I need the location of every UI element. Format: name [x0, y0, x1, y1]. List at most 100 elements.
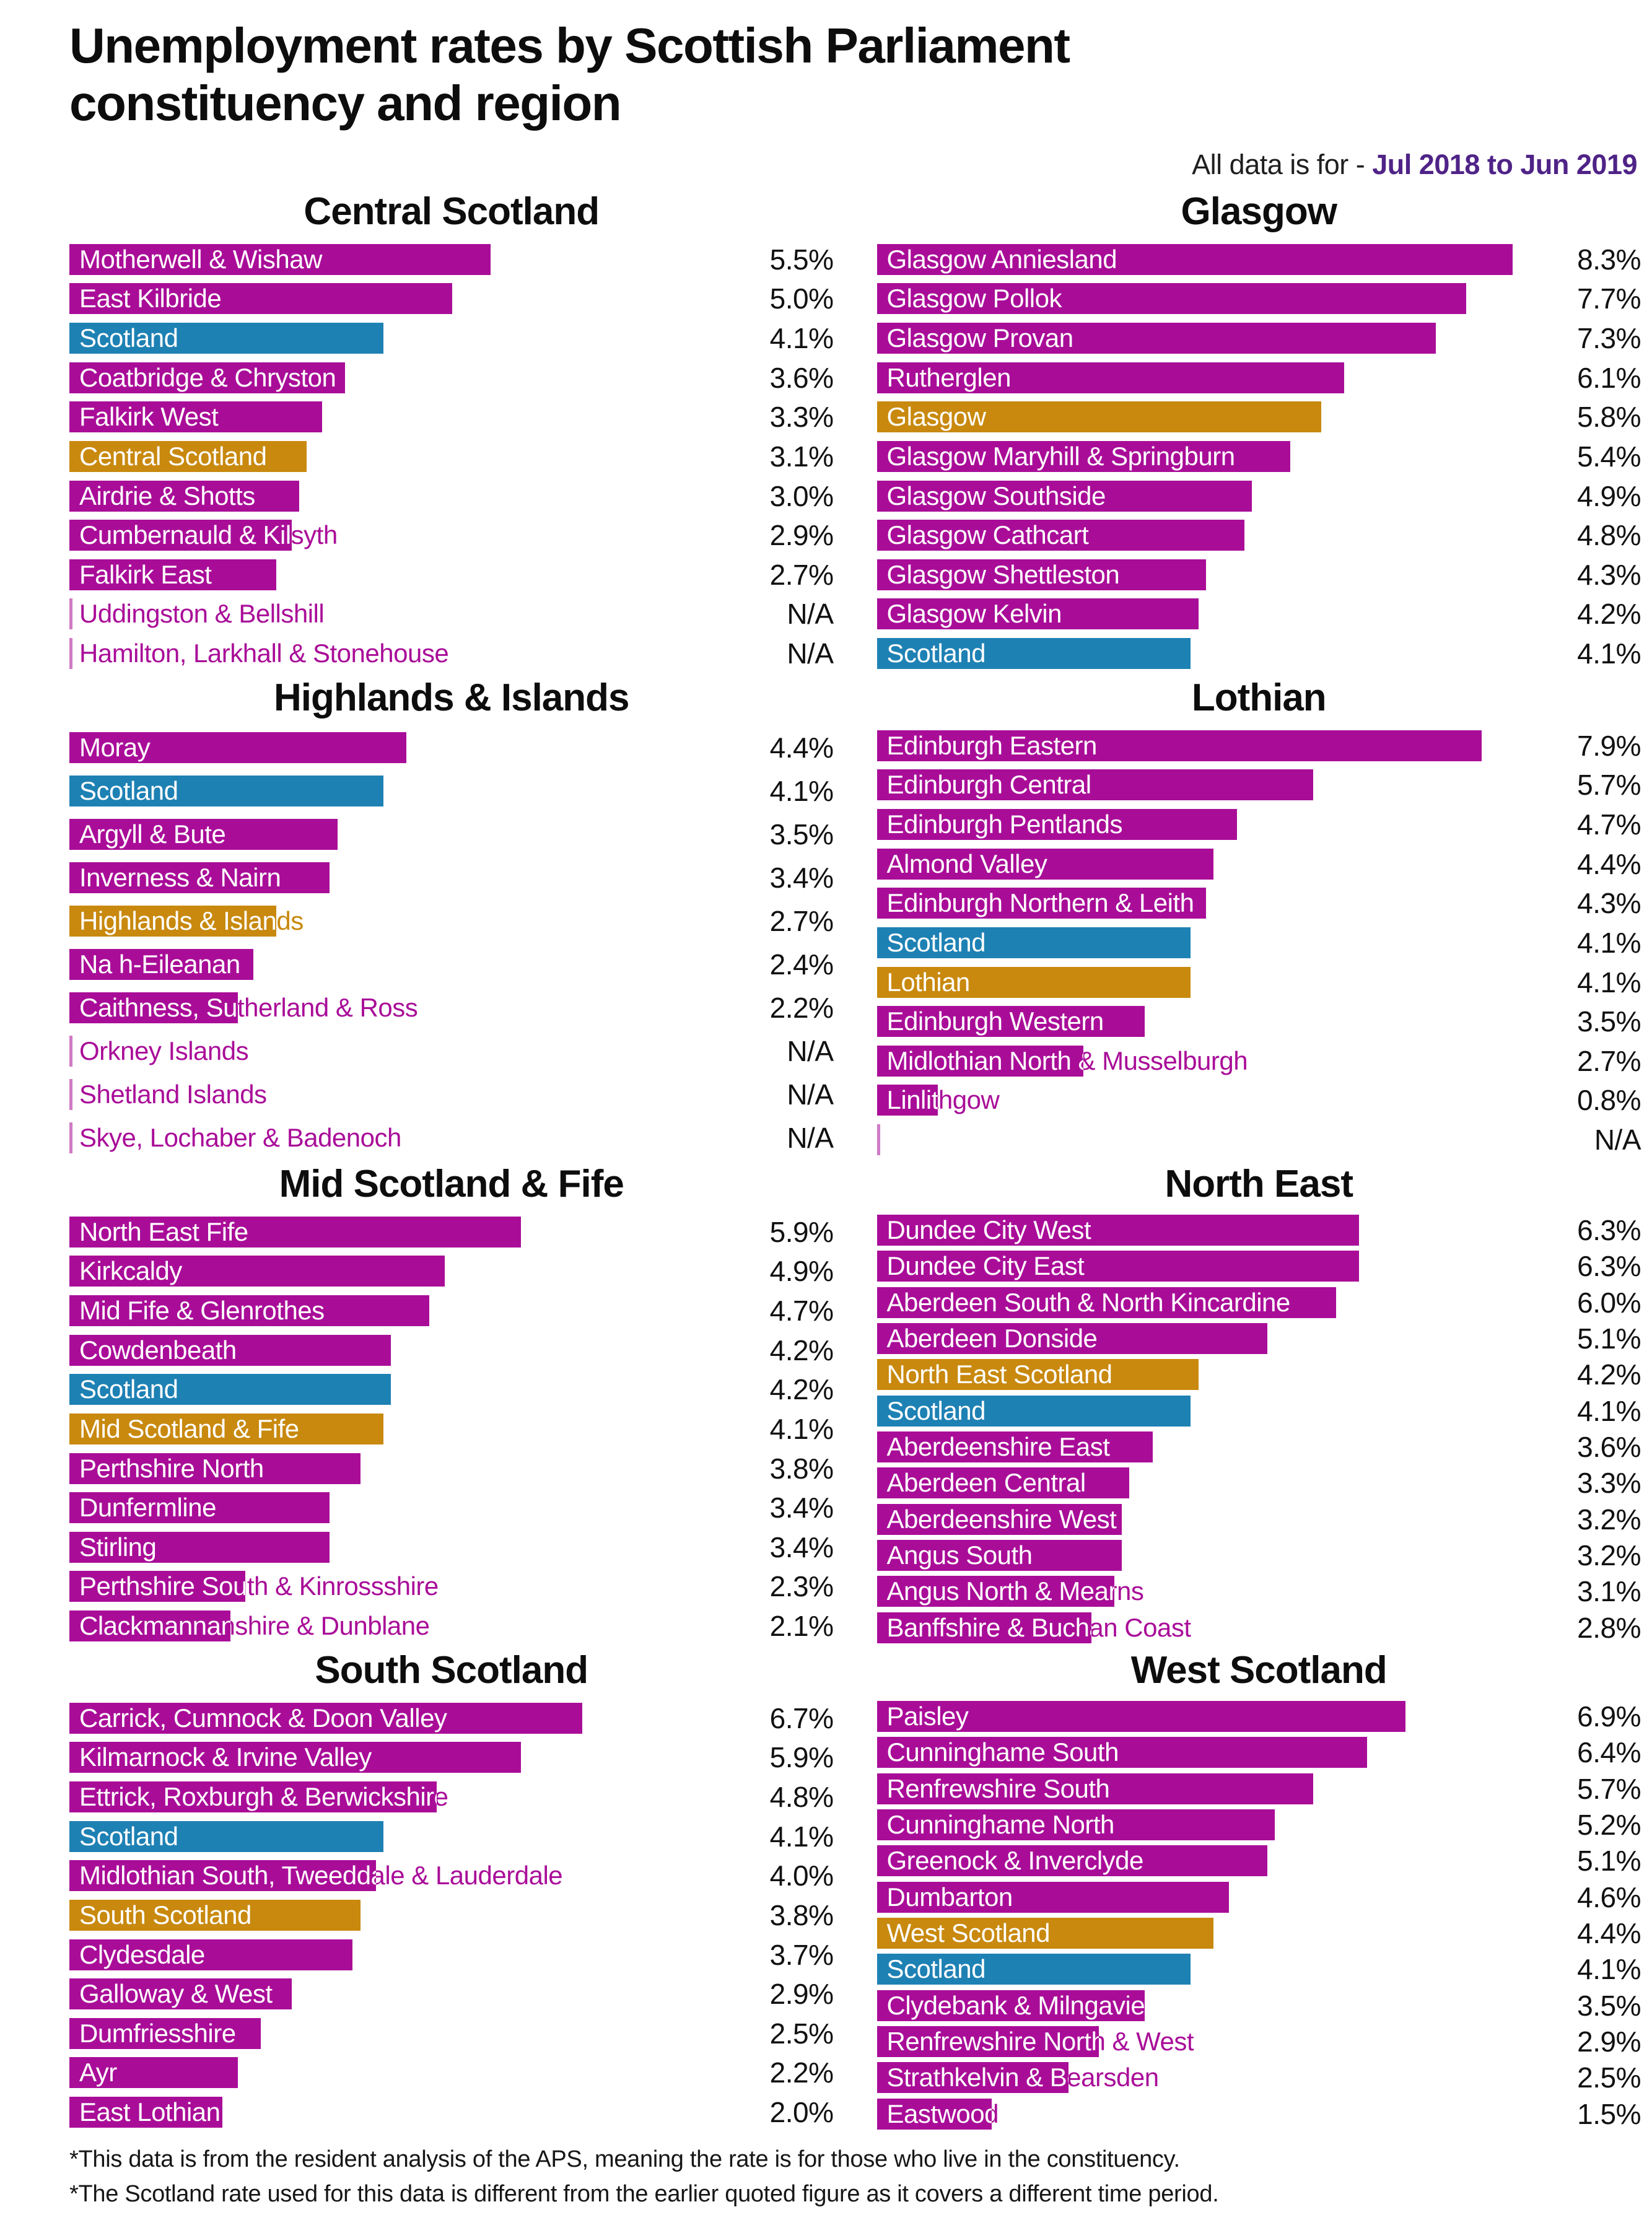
bar-label: East Kilbride [79, 284, 222, 313]
bar-label: Edinburgh Eastern [886, 730, 1098, 760]
panel-title: Glasgow [1181, 190, 1337, 233]
bar: Cowdenbeath [69, 1334, 391, 1366]
header: Unemployment rates by Scottish Parliamen… [69, 17, 1641, 190]
bar-track: Falkirk WestFalkirk West [69, 401, 713, 433]
bar-row: Hamilton, Larkhall & Stonehouse Hamilton,… [69, 637, 834, 670]
bar-label: Clydesdale [79, 1939, 205, 1969]
bar-label: Glasgow Pollok [886, 284, 1062, 313]
page-title-line-2: constituency and region [69, 75, 622, 131]
bar-label: Clydebank & Milngavie [886, 1990, 1145, 2020]
bar: East Kilbride [69, 283, 453, 315]
bar-rows: Motherwell & WishawMotherwell & Wishaw 5.… [69, 240, 834, 673]
bar-row: Glasgow SouthsideGlasgow Southside 4.9% [876, 479, 1641, 513]
bar-label-overflow: Uddingston & Bellshill [79, 599, 325, 629]
value-label: 4.1% [769, 1412, 834, 1445]
value-label: 3.2% [1577, 1539, 1641, 1572]
bar: Mid Scotland & Fife [69, 1413, 383, 1444]
bar: Glasgow Pollok [876, 283, 1467, 315]
bar-row: Motherwell & WishawMotherwell & Wishaw 5.… [69, 243, 834, 276]
bar: Cunninghame North [876, 1809, 1275, 1841]
bar-track: Glasgow ShettlestonGlasgow Shettleston [876, 559, 1521, 590]
bar: Lothian [876, 966, 1191, 998]
bar-row: Clackmannanshire & DunblaneClackmannansh… [69, 1609, 834, 1643]
value-label: 2.0% [769, 2096, 834, 2129]
bar: Clydebank & Milngavie [876, 1990, 1145, 2021]
bar-track: Skye, Lochaber & Badenoch Skye, Lochaber … [69, 1122, 713, 1153]
value-label: 6.1% [1577, 361, 1641, 394]
bar-track: ClydesdaleClydesdale [69, 1939, 713, 1970]
value-label: 2.9% [769, 519, 834, 552]
bar-row: ScotlandScotland 4.1% [876, 637, 1641, 670]
bar-label-overflow: Shetland Islands [79, 1080, 267, 1109]
bar-rows: PaisleyPaisley6.9%Cunninghame SouthCunni… [876, 1698, 1641, 2132]
bar-row: ScotlandScotland 4.1% [876, 926, 1641, 959]
bar-rows: MorayMoray 4.4% ScotlandScotland 4.1% Argyll… [69, 726, 834, 1160]
bar-row: Edinburgh CentralEdinburgh Central 5.7% [876, 768, 1641, 802]
value-label: N/A [787, 637, 834, 670]
bar-label: Argyll & Bute [79, 819, 226, 849]
bar: South Scotland [69, 1899, 361, 1931]
bar-track: Aberdeen CentralAberdeen Central [876, 1467, 1521, 1499]
bar-row: Angus North & MearnsAngus North & Mearns… [876, 1575, 1641, 1608]
value-label: 3.2% [1577, 1503, 1641, 1536]
bar: Scotland [876, 1395, 1191, 1427]
bar-track: ScotlandScotland [69, 776, 713, 806]
bar-track: Aberdeenshire WestAberdeenshire West [876, 1503, 1521, 1535]
bar-row: Almond ValleyAlmond Valley 4.4% [876, 847, 1641, 881]
bar-row: ScotlandScotland 4.1% [69, 1820, 834, 1853]
bar-label: Perthshire South & Kinrossshire [79, 1571, 246, 1601]
bar-row: Shetland Islands Shetland Islands N/A [69, 1078, 834, 1111]
bar-label: Inverness & Nairn [79, 863, 281, 892]
bar: Scotland [69, 776, 383, 806]
panel-title: Highlands & Islands [273, 676, 630, 719]
footnotes: *This data is from the resident analysis… [69, 2143, 1641, 2211]
bar: Scotland [876, 1954, 1191, 1985]
bar: Glasgow Southside [876, 480, 1252, 512]
value-label: 4.1% [769, 775, 834, 807]
value-label: 3.5% [1577, 1989, 1641, 2022]
bar-row: AyrAyr 2.2% [69, 2056, 834, 2089]
bar: Falkirk East [69, 559, 276, 590]
bar-row: Greenock & InverclydeGreenock & Invercly… [876, 1844, 1641, 1877]
bar: Glasgow Maryhill & Springburn [876, 440, 1291, 472]
bar-label: Aberdeenshire East [886, 1432, 1110, 1462]
bar-label: Greenock & Inverclyde [886, 1846, 1144, 1876]
bar-rows: Dundee City WestDundee City West6.3%Dund… [876, 1212, 1641, 1646]
value-label: 3.8% [769, 1452, 834, 1485]
bar-track: West ScotlandWest Scotland [876, 1918, 1521, 1949]
bar: Midlothian North & Musselburgh [876, 1045, 1084, 1077]
value-label: N/A [787, 1035, 834, 1067]
bar: Strathkelvin & Bearsden [876, 2062, 1069, 2094]
bar-label: South Scotland [79, 1900, 251, 1929]
bar-label: Motherwell & Wishaw [79, 244, 322, 274]
panel-highlands-islands: Highlands & Islands MorayMoray 4.4% Scotlan… [69, 676, 834, 1162]
page-title-line-1: Unemployment rates by Scottish Parliamen… [69, 18, 1070, 73]
bar-label: East Lothian [79, 2097, 221, 2127]
value-label: 3.7% [769, 1938, 834, 1971]
bar-label: Strathkelvin & Bearsden [886, 2063, 1069, 2092]
bar-row: Aberdeen DonsideAberdeen Donside 5.1% [876, 1322, 1641, 1355]
bar-label: Dundee City West [886, 1215, 1091, 1245]
bar-row: Edinburgh WesternEdinburgh Western 3.5% [876, 1005, 1641, 1038]
value-label: 3.1% [769, 440, 834, 473]
bar-rows: Edinburgh EasternEdinburgh Eastern7.9%Ed… [876, 726, 1641, 1160]
bar-label: Ettrick, Roxburgh & Berwickshire [79, 1782, 437, 1812]
bar-label-overflow: Skye, Lochaber & Badenoch [79, 1123, 401, 1152]
value-label: 4.3% [1577, 558, 1641, 591]
bar-label: Dumfriesshire [79, 2018, 236, 2048]
bar-row: ScotlandScotland 4.1% [69, 321, 834, 355]
bar-row: DumfriesshireDumfriesshire 2.5% [69, 2017, 834, 2050]
bar: Edinburgh Central [876, 769, 1314, 801]
value-label: 3.5% [1577, 1005, 1641, 1038]
value-label: 2.7% [1577, 1044, 1641, 1077]
bar: Aberdeen South & North Kincardine [876, 1287, 1337, 1318]
bar-row: Central ScotlandCentral Scotland 3.1% [69, 440, 834, 473]
value-label: N/A [787, 1122, 834, 1154]
bar: Scotland [876, 638, 1191, 670]
bar-label: Dumbarton [886, 1882, 1013, 1912]
bar-label: Aberdeen South & North Kincardine [886, 1287, 1291, 1317]
